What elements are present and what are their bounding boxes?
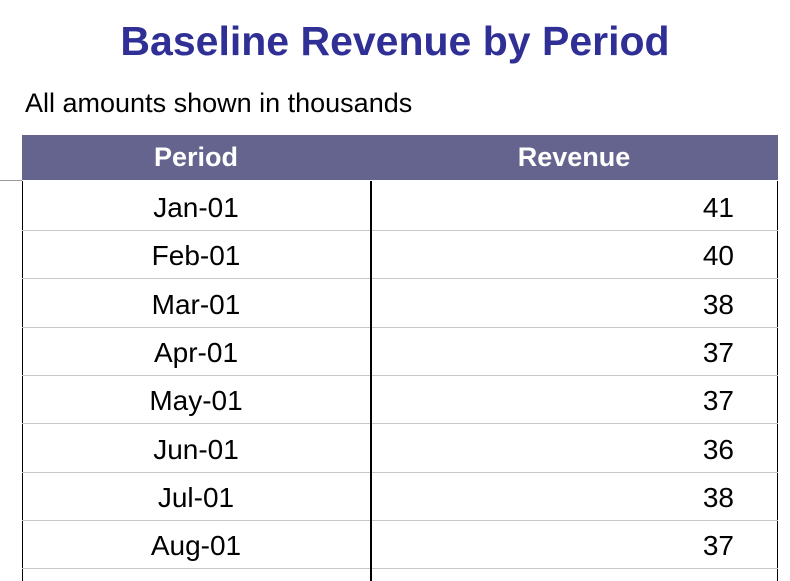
table-cell: 40 (702, 240, 734, 272)
column-header: Period (153, 142, 239, 172)
table-row: Feb-01 40 (22, 231, 778, 280)
table-cell: 38 (702, 288, 734, 320)
table-row: Aug-01 37 (22, 521, 778, 570)
title: Baseline Revenue by Period (120, 18, 670, 64)
column-border (370, 181, 372, 581)
table-row: Jul-01 38 (22, 473, 778, 521)
table-cell: 37 (702, 530, 734, 562)
subtitle: All amounts shown in thousands (25, 88, 413, 118)
table-cell: Apr-01 (153, 336, 239, 368)
table-row: Apr-01 37 (22, 328, 778, 376)
column-header: Revenue (517, 142, 631, 172)
table-cell: Jan-01 (153, 192, 239, 223)
table-cell: 36 (702, 433, 734, 465)
table-cell: Jun-01 (153, 433, 239, 465)
table-cell: May-01 (149, 385, 243, 417)
table-body (22, 181, 778, 581)
table-row: Mar-01 38 (22, 280, 778, 328)
table-cell: Feb-01 (151, 240, 241, 272)
table-cell: 37 (702, 336, 734, 368)
table-row: Jun-01 36 (22, 425, 778, 473)
table-row: May-01 37 (22, 376, 778, 425)
table-header: Period Revenue (22, 135, 778, 180)
page: {"title": "Baseline Revenue by Period", … (0, 18, 778, 581)
table-cell: Aug-01 (150, 530, 242, 562)
gridline (0, 180, 22, 181)
table-cell: 38 (702, 481, 734, 513)
table-cell: Jul-01 (157, 481, 235, 513)
table-row: Jan-01 41 (22, 183, 778, 231)
table-cell: Mar-01 (151, 288, 241, 320)
table-cell: 41 (702, 192, 734, 223)
table-cell: 37 (702, 385, 734, 417)
